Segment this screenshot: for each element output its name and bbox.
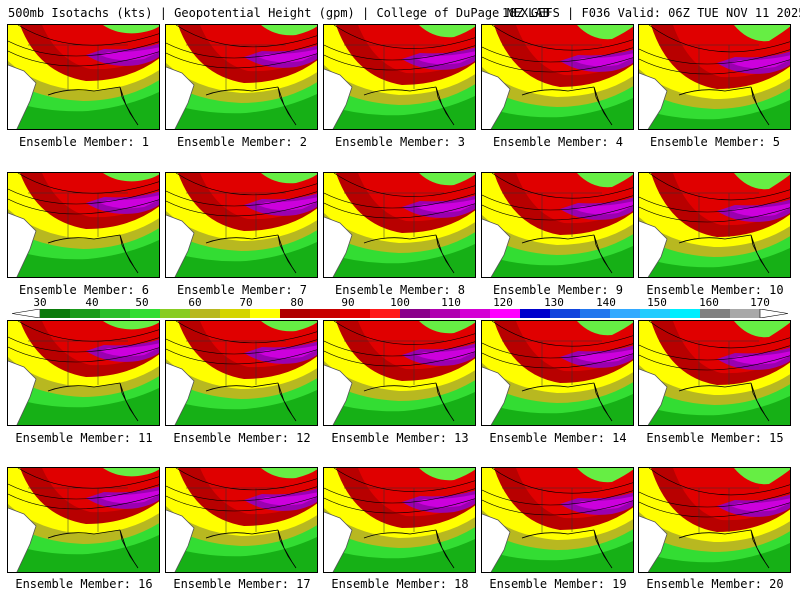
ensemble-map-panel: [165, 467, 318, 573]
ensemble-member-label: Ensemble Member: 6: [18, 283, 150, 297]
ensemble-member-label: Ensemble Member: 13: [331, 431, 469, 445]
ensemble-member-label: Ensemble Member: 8: [334, 283, 466, 297]
ensemble-member-label: Ensemble Member: 20: [646, 577, 784, 591]
colorbar-segment: [40, 309, 71, 318]
ensemble-map-panel: [638, 320, 791, 426]
colorbar-tick-label: 170: [750, 296, 770, 309]
ensemble-map-panel: [323, 467, 476, 573]
ensemble-member-label: Ensemble Member: 2: [176, 135, 308, 149]
ensemble-map-panel: [165, 320, 318, 426]
colorbar-tick-label: 80: [290, 296, 304, 309]
header-left: 500mb Isotachs (kts) | Geopotential Heig…: [8, 6, 550, 20]
ensemble-map-panel: [638, 172, 791, 278]
ensemble-map-panel: [165, 172, 318, 278]
ensemble-map-panel: [7, 24, 160, 130]
colorbar-segment: [130, 309, 161, 318]
colorbar-segment: [70, 309, 101, 318]
ensemble-map-panel: [323, 172, 476, 278]
ensemble-map-panel: [323, 24, 476, 130]
colorbar-segment: [490, 309, 521, 318]
ensemble-member-label: Ensemble Member: 17: [173, 577, 311, 591]
colorbar-tick-label: 90: [341, 296, 355, 309]
colorbar-tick-label: 60: [188, 296, 202, 309]
colorbar-tick-label: 160: [699, 296, 719, 309]
ensemble-map-panel: [7, 467, 160, 573]
ensemble-member-label: Ensemble Member: 19: [489, 577, 627, 591]
colorbar-tick-label: 130: [544, 296, 564, 309]
ensemble-member-label: Ensemble Member: 14: [489, 431, 627, 445]
colorbar: [12, 309, 788, 318]
colorbar-segment: [250, 309, 281, 318]
colorbar-segment: [430, 309, 461, 318]
colorbar-right-arrow: [759, 309, 788, 318]
ensemble-member-label: Ensemble Member: 16: [15, 577, 153, 591]
colorbar-tick-label: 40: [85, 296, 99, 309]
colorbar-segment: [610, 309, 641, 318]
ensemble-map-panel: [481, 24, 634, 130]
colorbar-segment: [100, 309, 131, 318]
colorbar-tick-label: 50: [135, 296, 149, 309]
header-right: 18Z GEFS | F036 Valid: 06Z TUE NOV 11 20…: [502, 6, 800, 20]
colorbar-segment: [220, 309, 251, 318]
ensemble-member-label: Ensemble Member: 11: [15, 431, 153, 445]
colorbar-segment: [700, 309, 731, 318]
colorbar-segment: [160, 309, 191, 318]
colorbar-tick-label: 30: [33, 296, 47, 309]
ensemble-map-panel: [165, 24, 318, 130]
ensemble-map-panel: [323, 320, 476, 426]
ensemble-member-label: Ensemble Member: 12: [173, 431, 311, 445]
colorbar-segment: [460, 309, 491, 318]
ensemble-member-label: Ensemble Member: 1: [18, 135, 150, 149]
colorbar-tick-label: 150: [647, 296, 667, 309]
ensemble-map-panel: [481, 320, 634, 426]
colorbar-tick-label: 140: [596, 296, 616, 309]
ensemble-member-label: Ensemble Member: 3: [334, 135, 466, 149]
ensemble-member-label: Ensemble Member: 7: [176, 283, 308, 297]
ensemble-member-label: Ensemble Member: 9: [492, 283, 624, 297]
ensemble-map-panel: [481, 172, 634, 278]
colorbar-left-arrow: [12, 309, 41, 318]
ensemble-map-panel: [638, 24, 791, 130]
colorbar-segment: [640, 309, 671, 318]
colorbar-segment: [370, 309, 401, 318]
colorbar-segment: [520, 309, 551, 318]
colorbar-segment: [400, 309, 431, 318]
ensemble-map-panel: [638, 467, 791, 573]
colorbar-tick-label: 70: [239, 296, 253, 309]
colorbar-segment: [580, 309, 611, 318]
colorbar-segment: [280, 309, 311, 318]
colorbar-segment: [550, 309, 581, 318]
colorbar-tick-label: 110: [441, 296, 461, 309]
ensemble-map-panel: [7, 172, 160, 278]
ensemble-map-panel: [481, 467, 634, 573]
ensemble-member-label: Ensemble Member: 15: [646, 431, 784, 445]
ensemble-member-label: Ensemble Member: 18: [331, 577, 469, 591]
ensemble-member-label: Ensemble Member: 10: [646, 283, 784, 297]
colorbar-segment: [730, 309, 761, 318]
colorbar-tick-label: 120: [493, 296, 513, 309]
ensemble-map-panel: [7, 320, 160, 426]
colorbar-segment: [340, 309, 371, 318]
colorbar-segment: [310, 309, 341, 318]
colorbar-segment: [670, 309, 701, 318]
ensemble-member-label: Ensemble Member: 5: [649, 135, 781, 149]
colorbar-tick-label: 100: [390, 296, 410, 309]
colorbar-segment: [190, 309, 221, 318]
ensemble-member-label: Ensemble Member: 4: [492, 135, 624, 149]
